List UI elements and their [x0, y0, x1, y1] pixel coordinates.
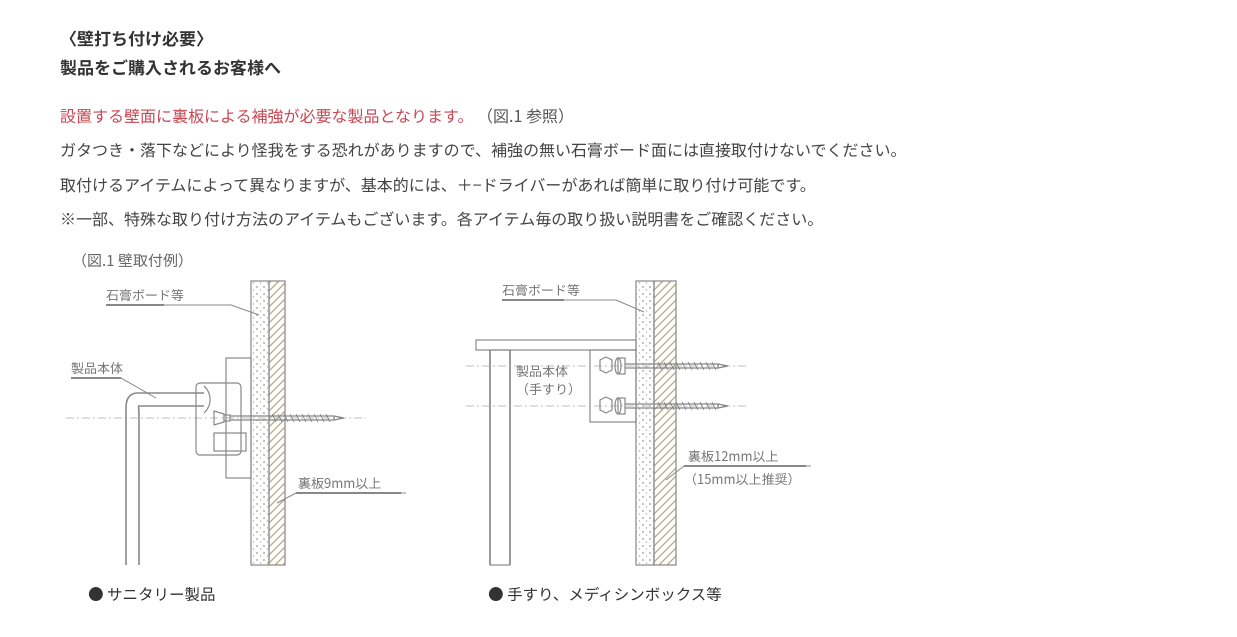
screw-top-right: [466, 357, 746, 374]
label-backboard-right-2: （15mm以上推奨）: [684, 469, 801, 488]
backboard-right: [654, 281, 676, 565]
intro-red: 設置する壁面に裏板による補強が必要な製品となります。: [60, 103, 473, 127]
body-p3: ※一部、特殊な取り付け方法のアイテムもございます。各アイテム毎の取り扱い説明書を…: [60, 203, 1177, 233]
title-line-1: 〈壁打ち付け必要〉: [60, 24, 1177, 53]
label-product-right-2: （手すり）: [516, 379, 581, 398]
diagram-right-col: 石膏ボード等: [466, 278, 826, 609]
diagram-left-col: 石膏ボード等 裏板9mm以上: [66, 278, 406, 609]
body-p2: 取付けるアイテムによって異なりますが、基本的には、＋−ドライバーがあれば簡単に取…: [60, 169, 1177, 199]
leader-board-left: [164, 305, 259, 315]
diagram-left-svg: 石膏ボード等 裏板9mm以上: [66, 278, 406, 568]
label-backboard-right-1: 裏板12mm以上: [688, 446, 779, 465]
label-product-left: 製品本体: [71, 358, 123, 377]
leader-product-left: [76, 378, 156, 398]
leader-board-right: [564, 300, 644, 312]
label-backboard-left: 裏板9mm以上: [298, 473, 381, 492]
diagram-left-caption: ● サニタリー製品: [88, 580, 406, 609]
diagram-right-svg: 石膏ボード等: [466, 278, 826, 568]
diagram-right-caption: ● 手すり、メディシンボックス等: [488, 580, 826, 609]
backboard-left: [269, 281, 285, 565]
figure-caption: （図.1 壁取付例）: [72, 247, 1177, 276]
title-block: 〈壁打ち付け必要〉 製品をご購入されるお客様へ: [60, 24, 1177, 82]
label-board-left: 石膏ボード等: [106, 285, 184, 304]
title-line-2: 製品をご購入されるお客様へ: [60, 53, 1177, 82]
product-body-left: [66, 358, 366, 565]
label-board-right: 石膏ボード等: [502, 280, 580, 299]
gypsum-board-right: [636, 281, 654, 565]
gypsum-board-left: [251, 281, 269, 565]
label-product-right-1: 製品本体: [516, 361, 568, 380]
diagrams-row: 石膏ボード等 裏板9mm以上: [66, 278, 1177, 609]
intro-line: 設置する壁面に裏板による補強が必要な製品となります。 （図.1 参照）: [60, 100, 1177, 130]
intro-ref: （図.1 参照）: [477, 103, 574, 127]
body-text: 設置する壁面に裏板による補強が必要な製品となります。 （図.1 参照） ガタつき…: [60, 100, 1177, 234]
body-p1: ガタつき・落下などにより怪我をする恐れがありますので、補強の無い石膏ボード面には…: [60, 134, 1177, 164]
leader-backboard-left: [277, 493, 406, 503]
screw-bottom-right: [466, 397, 746, 414]
